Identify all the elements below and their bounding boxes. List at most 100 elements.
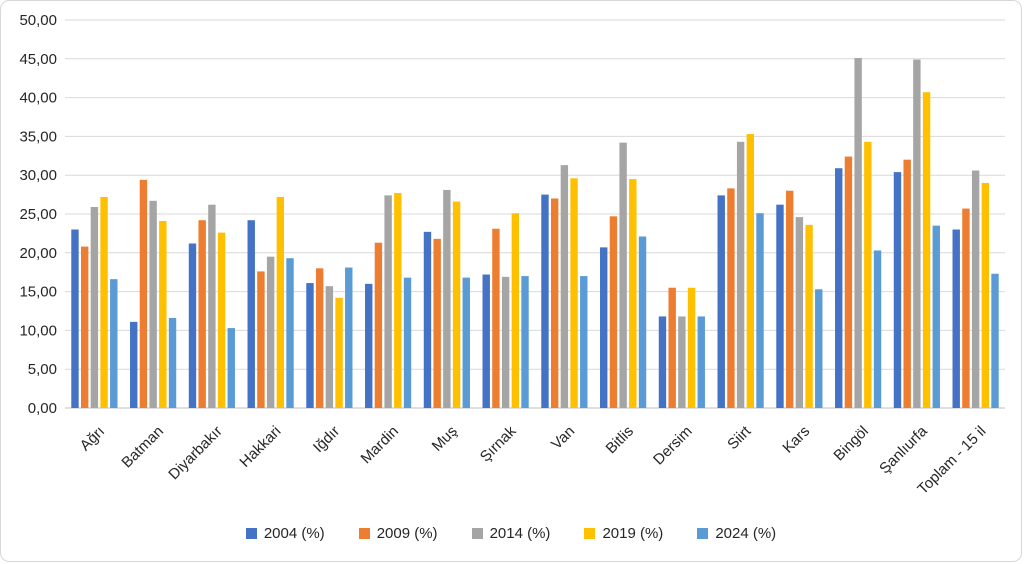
bar-2014-toplam-15-il bbox=[971, 170, 980, 408]
legend-marker-icon bbox=[471, 528, 483, 539]
bar-2014-hakkari bbox=[266, 256, 275, 408]
y-axis-tick-label: 10,00 bbox=[19, 322, 57, 339]
bar-2014-anl-urfa bbox=[913, 59, 921, 408]
bar-2009-anl-urfa bbox=[903, 159, 911, 408]
bar-2024-anl-urfa bbox=[932, 225, 940, 408]
bar-2004-van bbox=[541, 194, 549, 408]
bar-2014-i-d-r bbox=[325, 286, 334, 408]
bar-2024-i-d-r bbox=[345, 267, 353, 408]
x-axis-category-label: Van bbox=[548, 423, 578, 453]
bar-2019-van bbox=[570, 178, 578, 408]
bar-2009-dersim bbox=[668, 287, 676, 408]
x-axis-category-label: Şanlıurfa bbox=[876, 422, 931, 477]
x-axis-category-label: Iğdır bbox=[310, 423, 343, 456]
legend-item-2004: 2004 (%) bbox=[245, 525, 325, 542]
legend-label: 2004 (%) bbox=[263, 525, 325, 542]
bar-2009-toplam-15-il bbox=[962, 208, 970, 408]
bar-2009-bitlis bbox=[609, 216, 618, 408]
bar-2009-a-r bbox=[80, 246, 89, 408]
bar-2019-rnak bbox=[511, 213, 520, 408]
bar-2024-diyarbak-r bbox=[227, 328, 235, 408]
legend-marker-icon bbox=[358, 528, 370, 539]
y-axis-tick-label: 15,00 bbox=[19, 284, 57, 301]
bar-2014-mu bbox=[443, 189, 451, 408]
x-axis-category-label: Kars bbox=[779, 423, 813, 457]
bar-2004-a-r bbox=[71, 229, 79, 408]
bar-2019-diyarbak-r bbox=[217, 232, 226, 408]
x-axis-category-label: Mardin bbox=[358, 423, 402, 467]
bar-2014-kars bbox=[795, 217, 804, 408]
bar-2019-anl-urfa bbox=[922, 92, 931, 409]
bar-2004-anl-urfa bbox=[893, 172, 902, 408]
legend-item-2009: 2009 (%) bbox=[358, 525, 438, 542]
chart-legend: 2004 (%) 2009 (%) 2014 (%) 2019 (%) 2024 (%) bbox=[1, 525, 1021, 542]
bar-2024-van bbox=[580, 276, 588, 408]
bar-2014-dersim bbox=[678, 316, 686, 408]
x-axis-category-label: Diyarbakır bbox=[165, 423, 225, 483]
y-axis-tick-label: 20,00 bbox=[19, 245, 57, 262]
bar-2009-diyarbak-r bbox=[198, 220, 206, 408]
bar-2024-kars bbox=[815, 289, 823, 408]
legend-marker-icon bbox=[245, 528, 257, 539]
bar-2004-i-d-r bbox=[306, 283, 314, 408]
legend-item-2014: 2014 (%) bbox=[471, 525, 550, 542]
bar-2019-toplam-15-il bbox=[981, 182, 990, 408]
bar-2019-mardin bbox=[394, 193, 402, 408]
bar-2009-mardin bbox=[374, 242, 383, 408]
bar-2019-kars bbox=[805, 224, 813, 408]
legend-label: 2024 (%) bbox=[715, 525, 777, 542]
legend-marker-icon bbox=[697, 528, 709, 539]
bar-2009-kars bbox=[785, 190, 794, 408]
y-axis-tick-label: 0,00 bbox=[28, 400, 57, 417]
y-axis-tick-label: 40,00 bbox=[19, 90, 57, 107]
legend-marker-icon bbox=[584, 528, 596, 539]
bar-2019-a-r bbox=[100, 196, 108, 408]
bar-2009-i-d-r bbox=[315, 268, 324, 408]
bar-2014-batman bbox=[149, 200, 157, 408]
bar-2014-siirt bbox=[736, 141, 745, 408]
bar-2014-rnak bbox=[501, 276, 510, 408]
legend-item-2019: 2019 (%) bbox=[584, 525, 663, 542]
y-axis-tick-label: 45,00 bbox=[19, 51, 57, 68]
bar-2019-bitlis bbox=[629, 179, 637, 408]
bar-2004-mardin bbox=[365, 283, 373, 408]
bar-2024-dersim bbox=[697, 316, 705, 408]
bar-2024-toplam-15-il bbox=[991, 273, 999, 408]
x-axis-category-label: Bitlis bbox=[603, 423, 637, 457]
bar-2009-batman bbox=[139, 179, 148, 408]
bar-2024-hakkari bbox=[286, 258, 294, 408]
x-axis-category-label: Siirt bbox=[724, 422, 755, 453]
bar-2009-mu bbox=[433, 238, 441, 408]
bar-2014-mardin bbox=[384, 195, 392, 408]
bar-2024-siirt bbox=[756, 213, 764, 408]
bar-2024-batman bbox=[168, 317, 177, 408]
y-axis-tick-label: 50,00 bbox=[19, 12, 57, 29]
y-axis-tick-label: 5,00 bbox=[28, 361, 57, 378]
bar-2014-bitlis bbox=[619, 142, 627, 409]
legend-label: 2019 (%) bbox=[602, 525, 664, 542]
bar-2014-a-r bbox=[90, 207, 99, 408]
bar-2009-hakkari bbox=[257, 271, 265, 408]
bar-2004-kars bbox=[776, 204, 784, 408]
bar-2009-bing-l bbox=[844, 156, 853, 408]
bar-2009-siirt bbox=[727, 188, 735, 408]
bar-2019-siirt bbox=[746, 134, 755, 408]
bar-2004-mu bbox=[423, 231, 432, 408]
bar-2004-diyarbak-r bbox=[188, 243, 197, 408]
y-axis-tick-label: 30,00 bbox=[19, 167, 57, 184]
bar-2024-mardin bbox=[403, 277, 412, 408]
bar-2004-hakkari bbox=[247, 220, 255, 408]
x-axis-category-label: Dersim bbox=[650, 423, 696, 469]
x-axis-category-label: Ağrı bbox=[77, 423, 108, 454]
x-axis-category-label: Hakkari bbox=[236, 423, 284, 471]
bar-2019-hakkari bbox=[276, 196, 285, 408]
legend-label: 2009 (%) bbox=[376, 525, 438, 542]
bar-2014-diyarbak-r bbox=[208, 204, 216, 408]
bar-2009-van bbox=[550, 198, 559, 408]
x-axis-category-label: Şırnak bbox=[477, 422, 520, 465]
bar-2019-dersim bbox=[687, 287, 696, 408]
bar-2004-dersim bbox=[658, 316, 667, 408]
bar-2019-mu bbox=[452, 201, 461, 408]
